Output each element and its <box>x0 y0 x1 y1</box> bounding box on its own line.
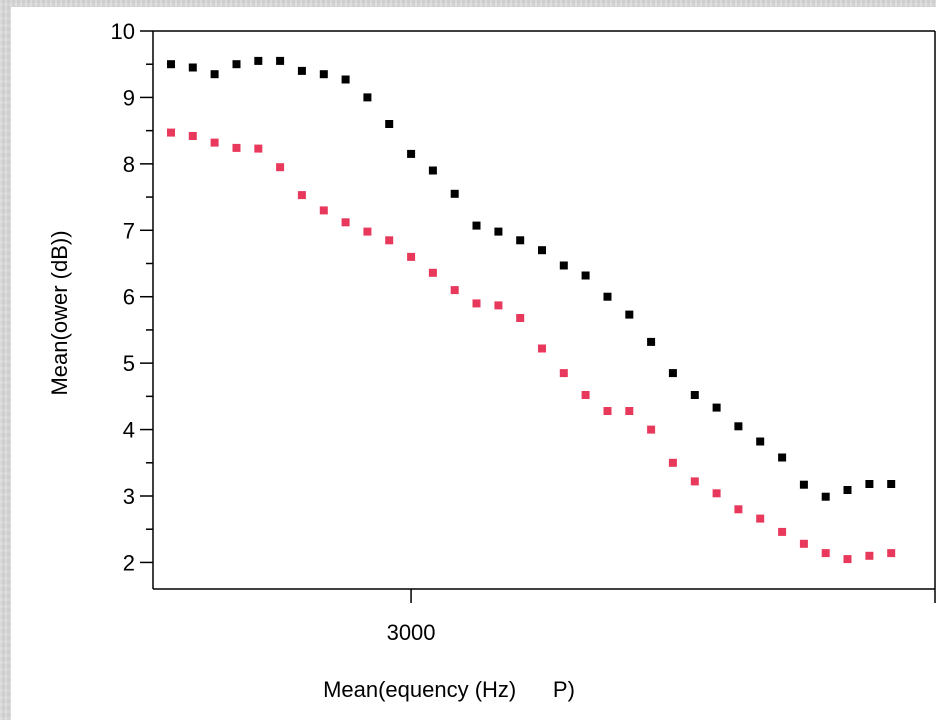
y-tick-label: 5 <box>123 351 135 376</box>
data-point-series-2 <box>319 206 328 215</box>
data-point-series-2 <box>821 549 830 558</box>
data-point-series-1 <box>232 60 241 69</box>
data-point-series-2 <box>276 163 285 172</box>
y-tick-label: 8 <box>123 152 135 177</box>
data-point-series-1 <box>167 60 175 69</box>
y-tick-label: 2 <box>123 550 135 575</box>
data-point-series-2 <box>472 299 481 308</box>
data-point-series-2 <box>254 144 263 153</box>
data-point-series-2 <box>516 314 525 322</box>
x-axis-title: Mean(equency (Hz) P) <box>323 677 575 702</box>
data-point-series-1 <box>668 369 677 378</box>
data-point-series-2 <box>494 301 503 310</box>
data-point-series-2 <box>668 458 677 467</box>
data-point-series-1 <box>428 166 437 175</box>
data-point-series-1 <box>559 261 568 270</box>
data-point-series-1 <box>472 221 481 230</box>
data-point-series-1 <box>407 149 416 158</box>
data-point-series-1 <box>581 271 590 280</box>
data-point-series-2 <box>188 132 197 140</box>
data-point-series-2 <box>538 344 546 353</box>
data-point-series-1 <box>647 337 656 346</box>
data-point-series-2 <box>887 549 896 558</box>
data-point-series-2 <box>865 551 874 560</box>
data-point-series-2 <box>712 489 721 498</box>
data-point-series-1 <box>603 292 612 301</box>
data-point-series-2 <box>756 514 765 523</box>
data-point-series-2 <box>734 505 743 514</box>
data-point-series-1 <box>734 422 743 431</box>
data-point-series-2 <box>297 191 306 200</box>
axes: 2 3 4 5 6 7 8 9 10 3000 <box>111 19 936 645</box>
y-tick-label: 6 <box>123 285 135 310</box>
data-point-series-2 <box>581 391 590 399</box>
data-point-series-1 <box>341 75 350 84</box>
y-tick-label: 7 <box>123 218 135 243</box>
data-point-series-2 <box>385 236 394 245</box>
data-point-series-2 <box>363 227 372 236</box>
chart-panel: 2 3 4 5 6 7 8 9 10 3000 Mean(equency (Hz) P) Mean… <box>11 7 936 720</box>
y-tick-label: 4 <box>123 418 135 443</box>
data-point-series-1 <box>210 70 219 79</box>
data-point-series-1 <box>188 63 197 72</box>
data-point-series-1 <box>385 120 394 128</box>
data-point-series-1 <box>276 56 285 65</box>
data-point-series-2 <box>603 407 612 415</box>
data-points <box>167 56 896 564</box>
data-point-series-2 <box>559 369 568 378</box>
x-tick-label: 3000 <box>387 620 436 645</box>
data-point-series-1 <box>254 56 263 65</box>
y-tick-label: 10 <box>111 19 135 44</box>
data-point-series-2 <box>210 138 219 147</box>
data-point-series-1 <box>450 189 459 198</box>
data-point-series-2 <box>232 143 241 152</box>
data-point-series-2 <box>167 128 175 137</box>
data-point-series-2 <box>450 286 459 295</box>
data-point-series-2 <box>625 407 634 415</box>
data-point-series-1 <box>865 480 874 488</box>
data-point-series-1 <box>821 492 830 501</box>
data-point-series-1 <box>690 391 699 399</box>
data-point-series-1 <box>756 437 765 446</box>
y-tick-label: 9 <box>123 85 135 110</box>
data-point-series-1 <box>516 236 525 245</box>
data-point-series-1 <box>778 453 787 462</box>
data-point-series-2 <box>341 218 350 227</box>
data-point-series-1 <box>297 66 306 75</box>
data-point-series-1 <box>887 480 896 488</box>
axis-labels: Mean(equency (Hz) P) Mean(ower (dB)) <box>47 230 575 702</box>
data-point-series-2 <box>843 555 852 564</box>
data-point-series-1 <box>712 403 721 412</box>
data-point-series-2 <box>799 539 808 548</box>
data-point-series-1 <box>799 480 808 489</box>
scatter-chart: 2 3 4 5 6 7 8 9 10 3000 Mean(equency (Hz) P) Mean… <box>47 19 936 702</box>
data-point-series-1 <box>363 93 372 102</box>
data-point-series-1 <box>538 246 546 255</box>
data-point-series-1 <box>319 70 328 79</box>
data-point-series-2 <box>428 268 437 277</box>
data-point-series-2 <box>407 252 416 261</box>
data-point-series-1 <box>843 486 852 494</box>
data-point-series-2 <box>690 477 699 486</box>
data-point-series-2 <box>778 527 787 536</box>
data-point-series-2 <box>647 425 656 434</box>
y-axis-title: Mean(ower (dB)) <box>47 230 72 395</box>
data-point-series-1 <box>625 310 634 319</box>
y-tick-label: 3 <box>123 484 135 509</box>
data-point-series-1 <box>494 227 503 236</box>
